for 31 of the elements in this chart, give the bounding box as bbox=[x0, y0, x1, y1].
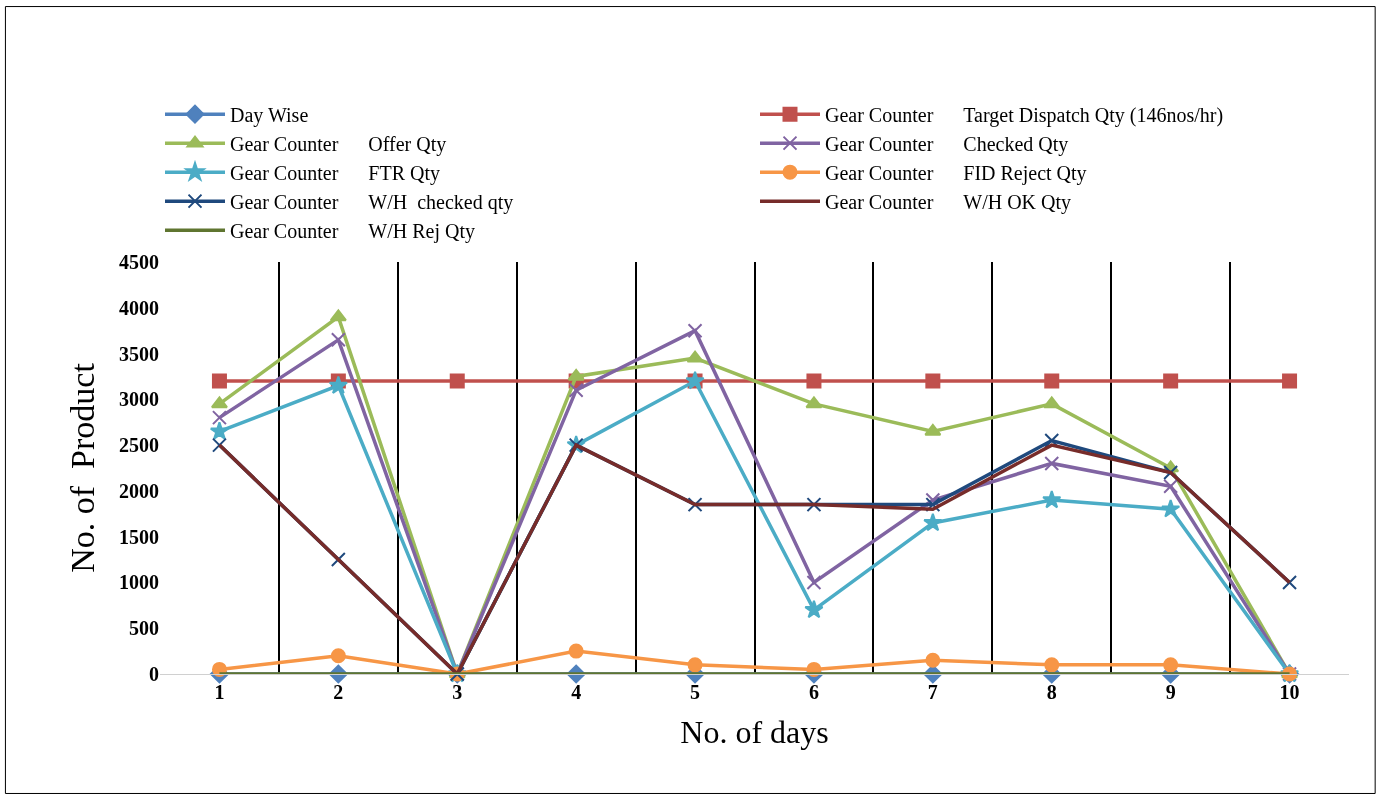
x-tick-label: 2 bbox=[333, 681, 344, 703]
legend-label: Gear Counter Offer Qty bbox=[230, 132, 447, 156]
legend-label: Gear Counter W/H checked qty bbox=[230, 190, 514, 214]
x-tick-label: 3 bbox=[452, 681, 463, 703]
x-axis-title: No. of days bbox=[680, 713, 829, 750]
legend-label: Day Wise bbox=[230, 103, 309, 127]
x-tick-label: 4 bbox=[571, 681, 582, 703]
x-tick-label: 7 bbox=[927, 681, 938, 703]
legend-label: Gear Counter Target Dispatch Qty (146nos/hr) bbox=[825, 103, 1224, 127]
legend-label: Gear Counter W/H Rej Qty bbox=[230, 219, 475, 243]
y-tick-label: 3000 bbox=[119, 388, 159, 411]
y-tick-label: 1000 bbox=[119, 571, 159, 594]
y-tick-label: 3500 bbox=[119, 342, 159, 365]
x-tick-label: 10 bbox=[1279, 681, 1300, 703]
y-tick-label: 2500 bbox=[119, 434, 159, 457]
y-tick-label: 4500 bbox=[119, 251, 159, 273]
y-tick-label: 1500 bbox=[119, 525, 159, 548]
y-tick-label: 500 bbox=[129, 617, 159, 640]
x-tick-label: 6 bbox=[808, 681, 819, 703]
y-axis-title: No. of Product bbox=[63, 362, 101, 573]
y-tick-label: 0 bbox=[149, 663, 159, 685]
x-tick-label: 1 bbox=[214, 681, 225, 703]
legend-label: Gear Counter FTR Qty bbox=[230, 161, 440, 185]
x-tick-label: 5 bbox=[690, 681, 701, 703]
y-tick-label: 2000 bbox=[119, 479, 159, 502]
y-tick-label: 4000 bbox=[119, 296, 159, 319]
legend-label: Gear Counter W/H OK Qty bbox=[825, 190, 1072, 214]
x-tick-label: 8 bbox=[1046, 681, 1057, 703]
legend-label: Gear Counter Checked Qty bbox=[825, 132, 1069, 156]
legend-label: Gear Counter FID Reject Qty bbox=[825, 161, 1087, 185]
x-tick-label: 9 bbox=[1165, 681, 1176, 703]
